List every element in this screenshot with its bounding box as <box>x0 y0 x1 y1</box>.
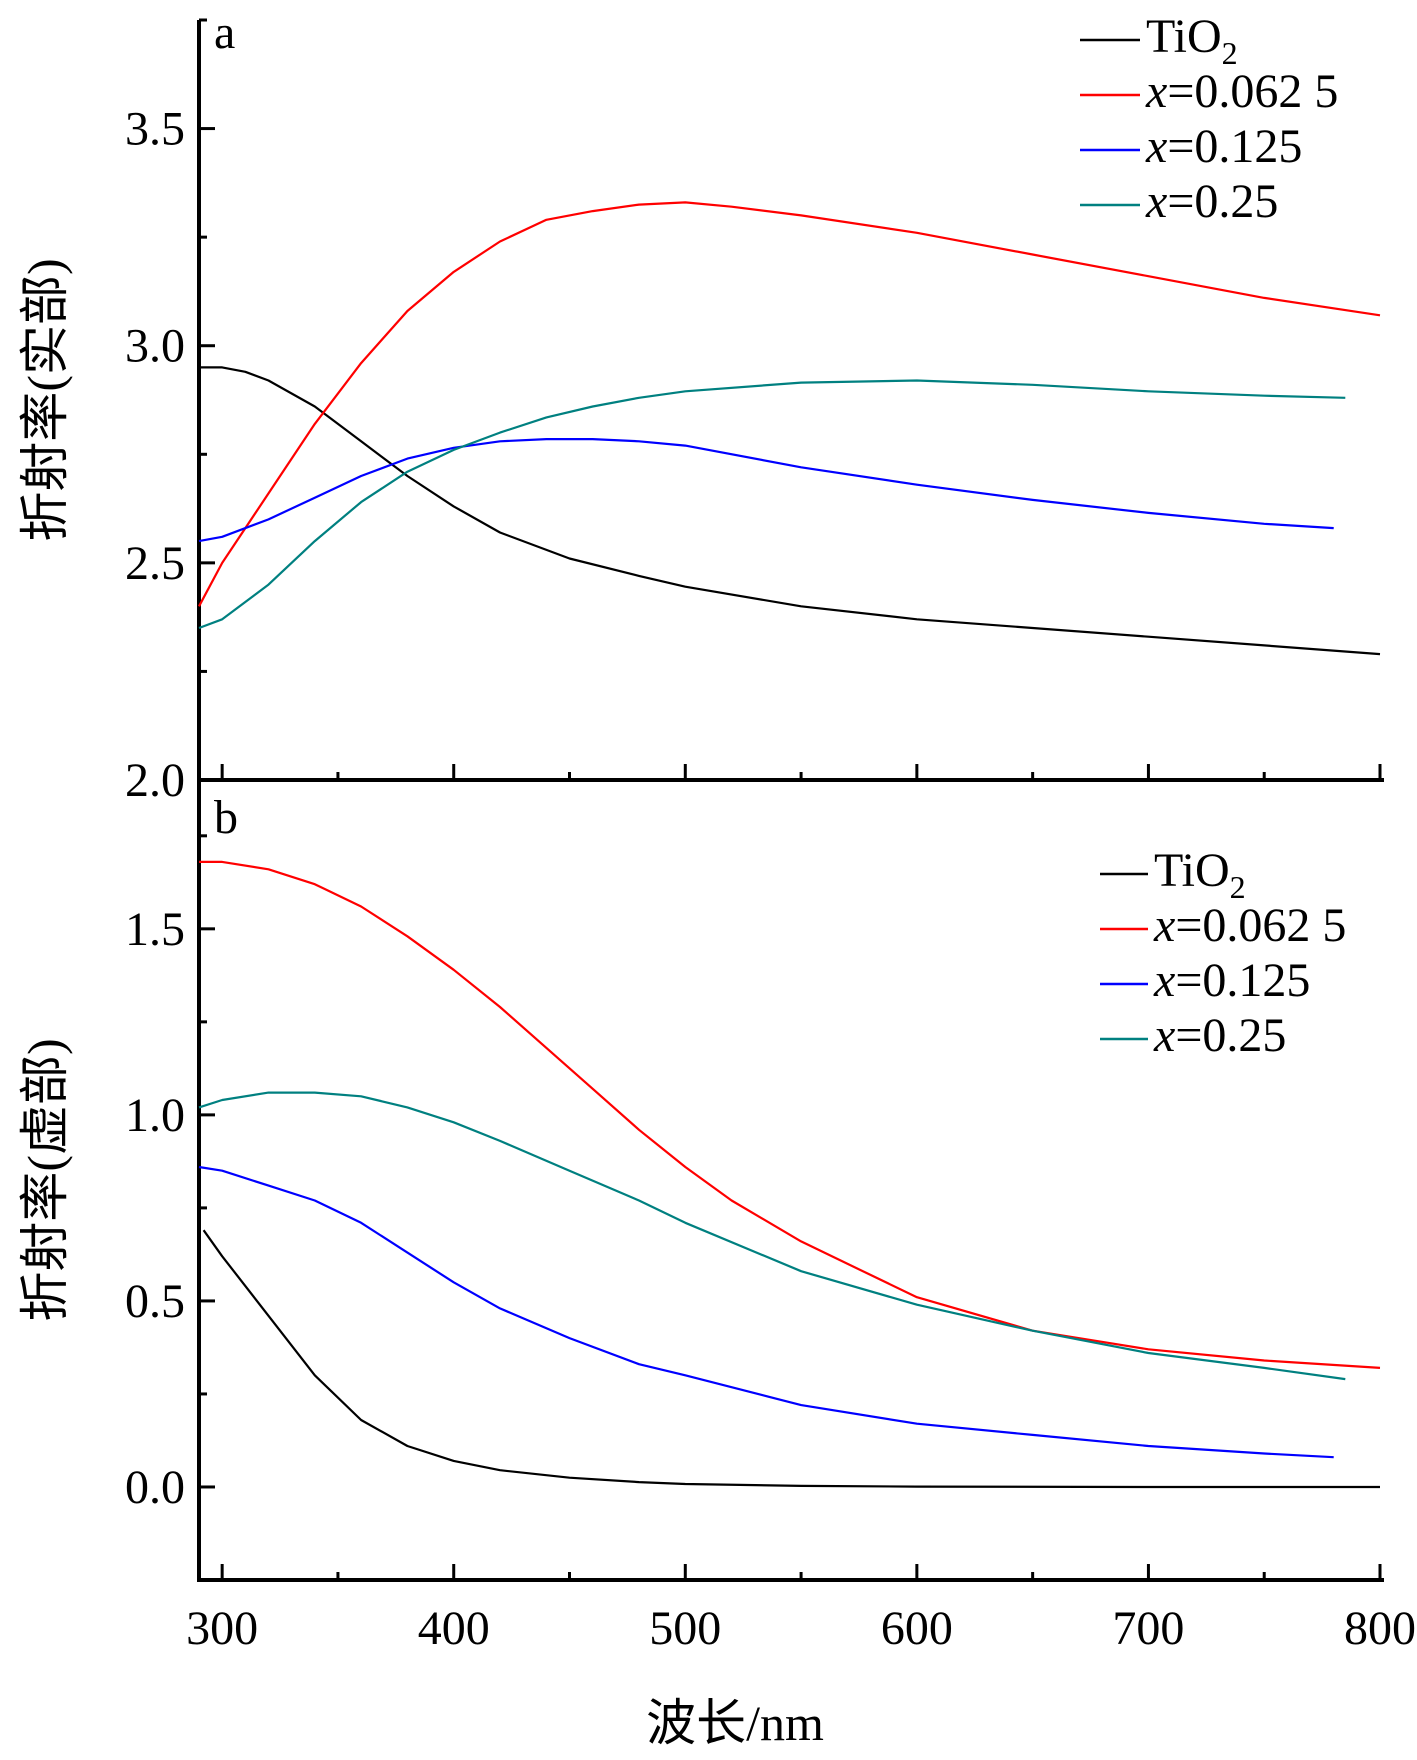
panel-b-label: b <box>214 791 238 844</box>
panel-b: 0.0 0.5 1.0 1.5 300 400 500 600 700 800 折射率(虚部) b Ti… <box>17 780 1416 1655</box>
panel-b-x-tick-label: 400 <box>418 1602 490 1655</box>
panel-b-series-line-0 <box>202 1229 1380 1489</box>
panel-b-legend-label-2: x=0.125 <box>1153 954 1310 1007</box>
x-axis-title: 波长/nm <box>646 1695 824 1751</box>
panel-a-legend-label-0: TiO2 <box>1146 10 1238 71</box>
panel-b-series-line-2 <box>198 1165 1334 1459</box>
panel-b-series-line-3 <box>198 1091 1346 1381</box>
panel-b-y-tick-label: 1.0 <box>125 1089 185 1142</box>
panel-a-series-line-2 <box>198 438 1334 543</box>
panel-b-y-tick-label: 0.0 <box>125 1461 185 1514</box>
panel-b-y-tick-label: 0.5 <box>125 1275 185 1328</box>
panel-a-series-line-3 <box>198 379 1346 630</box>
panel-a-y-tick-label: 3.5 <box>125 103 185 156</box>
panel-a-legend-label-3: x=0.25 <box>1145 175 1278 228</box>
panel-a-y-tick-label: 3.0 <box>125 320 185 373</box>
panel-a-y-tick-label: 2.0 <box>125 754 185 807</box>
panel-a-label: a <box>214 6 235 59</box>
panel-b-y-axis-title: 折射率(虚部) <box>17 1038 73 1321</box>
panel-b-x-tick-label: 800 <box>1344 1602 1416 1655</box>
panel-a-legend-label-1: x=0.062 5 <box>1145 65 1338 118</box>
panel-b-series-line-1 <box>199 860 1381 1369</box>
panel-b-x-tick-label: 600 <box>881 1602 953 1655</box>
panel-b-x-tick-label: 700 <box>1112 1602 1184 1655</box>
panel-b-legend-label-3: x=0.25 <box>1153 1009 1286 1062</box>
panel-b-legend-label-0: TiO2 <box>1154 844 1246 905</box>
panel-b-x-tick-label: 300 <box>186 1602 258 1655</box>
panel-a-y-tick-label: 2.5 <box>125 537 185 590</box>
panel-a-series-line-1 <box>198 201 1381 607</box>
panel-b-legend-label-1: x=0.062 5 <box>1153 899 1346 952</box>
panel-b-x-tick-label: 500 <box>649 1602 721 1655</box>
panel-a-legend-label-2: x=0.125 <box>1145 120 1302 173</box>
panel-a-y-axis-title: 折射率(实部) <box>17 258 73 541</box>
panel-a-series-line-0 <box>199 366 1381 656</box>
panel-b-y-tick-label: 1.5 <box>125 903 185 956</box>
